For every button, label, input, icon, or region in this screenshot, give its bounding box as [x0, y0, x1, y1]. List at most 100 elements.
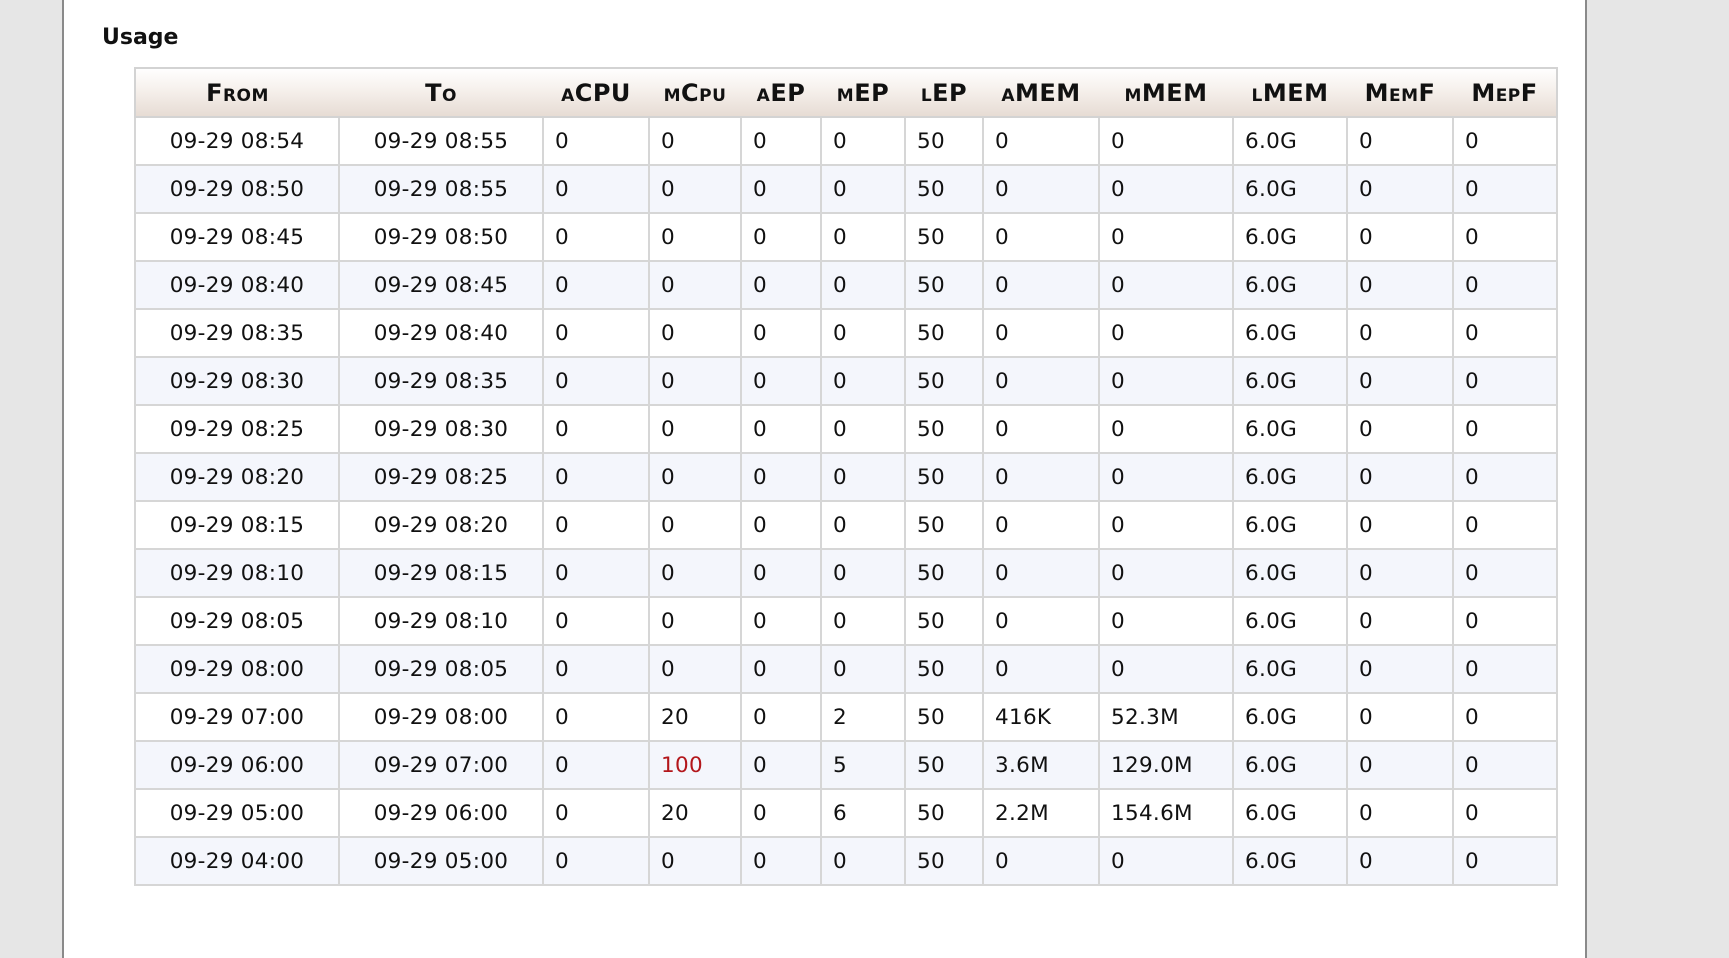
- cell-mepf: 0: [1452, 788, 1558, 838]
- cell-to: 09-29 08:00: [338, 692, 544, 742]
- cell-acpu: 0: [542, 596, 650, 646]
- cell-aep: 0: [740, 164, 822, 214]
- cell-acpu: 0: [542, 548, 650, 598]
- cell-mmem: 0: [1098, 212, 1234, 262]
- cell-from: 09-29 08:30: [134, 356, 340, 406]
- cell-mep: 0: [820, 596, 906, 646]
- cell-from: 09-29 08:25: [134, 404, 340, 454]
- cell-lmem: 6.0G: [1232, 404, 1348, 454]
- cell-mmem: 0: [1098, 404, 1234, 454]
- cell-memf: 0: [1346, 116, 1454, 166]
- cell-mep: 2: [820, 692, 906, 742]
- cell-to: 09-29 05:00: [338, 836, 544, 886]
- cell-mcpu: 0: [648, 644, 742, 694]
- cell-amem: 0: [982, 260, 1100, 310]
- cell-mep: 0: [820, 260, 906, 310]
- table-row: 09-29 08:40 09-29 08:45 0 0 0 0 50 0 0 6.0G 0 0: [134, 260, 1558, 310]
- cell-mcpu: 0: [648, 836, 742, 886]
- cell-mcpu: 0: [648, 260, 742, 310]
- usage-table: From To aCPU mCpu aEP mEP lEP aMEM mMEM …: [134, 67, 1558, 886]
- cell-memf: 0: [1346, 308, 1454, 358]
- cell-to: 09-29 08:55: [338, 164, 544, 214]
- cell-from: 09-29 08:45: [134, 212, 340, 262]
- cell-from: 09-29 08:10: [134, 548, 340, 598]
- column-header-memf[interactable]: MemF: [1347, 67, 1453, 118]
- cell-mep: 5: [820, 740, 906, 790]
- cell-lep: 50: [904, 356, 984, 406]
- cell-mmem: 0: [1098, 596, 1234, 646]
- column-header-acpu[interactable]: aCPU: [543, 67, 649, 118]
- cell-aep: 0: [740, 644, 822, 694]
- column-header-aep[interactable]: aEP: [741, 67, 821, 118]
- column-header-from[interactable]: From: [134, 67, 339, 118]
- cell-mcpu: 100: [648, 740, 742, 790]
- cell-mepf: 0: [1452, 404, 1558, 454]
- column-header-mep[interactable]: mEP: [821, 67, 905, 118]
- cell-memf: 0: [1346, 788, 1454, 838]
- table-row: 09-29 04:00 09-29 05:00 0 0 0 0 50 0 0 6.0G 0 0: [134, 836, 1558, 886]
- table-row: 09-29 08:10 09-29 08:15 0 0 0 0 50 0 0 6.0G 0 0: [134, 548, 1558, 598]
- cell-mepf: 0: [1452, 260, 1558, 310]
- cell-amem: 0: [982, 404, 1100, 454]
- column-header-mmem[interactable]: mMEM: [1099, 67, 1233, 118]
- cell-from: 09-29 07:00: [134, 692, 340, 742]
- cell-mmem: 0: [1098, 308, 1234, 358]
- cell-to: 09-29 08:50: [338, 212, 544, 262]
- cell-mcpu: 0: [648, 308, 742, 358]
- cell-from: 09-29 08:20: [134, 452, 340, 502]
- cell-from: 09-29 04:00: [134, 836, 340, 886]
- cell-mepf: 0: [1452, 644, 1558, 694]
- cell-acpu: 0: [542, 452, 650, 502]
- cell-mepf: 0: [1452, 596, 1558, 646]
- cell-mepf: 0: [1452, 500, 1558, 550]
- table-row: 09-29 08:20 09-29 08:25 0 0 0 0 50 0 0 6.0G 0 0: [134, 452, 1558, 502]
- cell-mmem: 52.3M: [1098, 692, 1234, 742]
- cell-mep: 0: [820, 644, 906, 694]
- cell-lmem: 6.0G: [1232, 596, 1348, 646]
- cell-mepf: 0: [1452, 548, 1558, 598]
- cell-lep: 50: [904, 308, 984, 358]
- cell-amem: 0: [982, 308, 1100, 358]
- cell-lep: 50: [904, 500, 984, 550]
- cell-acpu: 0: [542, 740, 650, 790]
- cell-from: 09-29 08:50: [134, 164, 340, 214]
- column-header-lep[interactable]: lEP: [905, 67, 983, 118]
- cell-mepf: 0: [1452, 740, 1558, 790]
- column-header-mepf[interactable]: MepF: [1453, 67, 1558, 118]
- cell-from: 09-29 08:00: [134, 644, 340, 694]
- usage-table-body: 09-29 08:54 09-29 08:55 0 0 0 0 50 0 0 6.0G 0 0 09-2…: [134, 116, 1558, 886]
- cell-amem: 0: [982, 116, 1100, 166]
- cell-acpu: 0: [542, 836, 650, 886]
- cell-mepf: 0: [1452, 164, 1558, 214]
- cell-amem: 0: [982, 212, 1100, 262]
- cell-mcpu: 0: [648, 116, 742, 166]
- cell-aep: 0: [740, 836, 822, 886]
- cell-mep: 0: [820, 836, 906, 886]
- cell-lep: 50: [904, 260, 984, 310]
- cell-acpu: 0: [542, 356, 650, 406]
- cell-memf: 0: [1346, 356, 1454, 406]
- column-header-lmem[interactable]: lMEM: [1233, 67, 1347, 118]
- column-header-mcpu[interactable]: mCpu: [649, 67, 741, 118]
- cell-memf: 0: [1346, 452, 1454, 502]
- cell-acpu: 0: [542, 788, 650, 838]
- cell-aep: 0: [740, 212, 822, 262]
- cell-to: 09-29 08:45: [338, 260, 544, 310]
- cell-mep: 0: [820, 404, 906, 454]
- cell-mcpu: 0: [648, 452, 742, 502]
- cell-lmem: 6.0G: [1232, 260, 1348, 310]
- cell-amem: 2.2M: [982, 788, 1100, 838]
- cell-mep: 0: [820, 500, 906, 550]
- column-header-to[interactable]: To: [339, 67, 543, 118]
- cell-mep: 0: [820, 452, 906, 502]
- cell-from: 09-29 08:35: [134, 308, 340, 358]
- column-header-amem[interactable]: aMEM: [983, 67, 1099, 118]
- cell-mcpu: 0: [648, 356, 742, 406]
- cell-acpu: 0: [542, 500, 650, 550]
- cell-memf: 0: [1346, 596, 1454, 646]
- cell-amem: 0: [982, 452, 1100, 502]
- cell-aep: 0: [740, 116, 822, 166]
- cell-lmem: 6.0G: [1232, 500, 1348, 550]
- cell-lmem: 6.0G: [1232, 740, 1348, 790]
- cell-memf: 0: [1346, 644, 1454, 694]
